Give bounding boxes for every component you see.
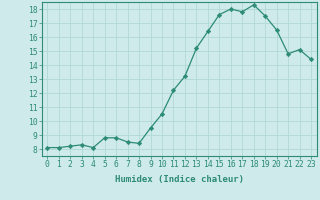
X-axis label: Humidex (Indice chaleur): Humidex (Indice chaleur) (115, 175, 244, 184)
